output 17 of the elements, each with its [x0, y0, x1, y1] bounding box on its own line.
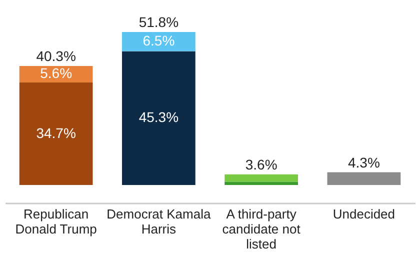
x-tick-label: Republican Donald Trump — [15, 206, 97, 236]
bar — [224, 182, 298, 185]
x-tick-label: Undecided — [332, 206, 396, 222]
bar — [122, 51, 196, 185]
data-label: 34.7% — [36, 124, 76, 141]
x-tick-label: A third-party candidate not listed — [222, 206, 301, 252]
x-tick-label: Democrat Kamala Harris — [106, 206, 212, 236]
bar — [224, 174, 298, 182]
bar — [19, 82, 93, 185]
data-label: 45.3% — [138, 109, 179, 126]
total-label: 3.6% — [245, 156, 278, 172]
data-label: 5.6% — [40, 65, 72, 82]
total-label: 4.3% — [348, 154, 380, 170]
total-label: 40.3% — [36, 48, 76, 64]
data-label: 6.5% — [142, 32, 175, 49]
total-label: 51.8% — [138, 14, 179, 30]
bar — [327, 172, 401, 185]
